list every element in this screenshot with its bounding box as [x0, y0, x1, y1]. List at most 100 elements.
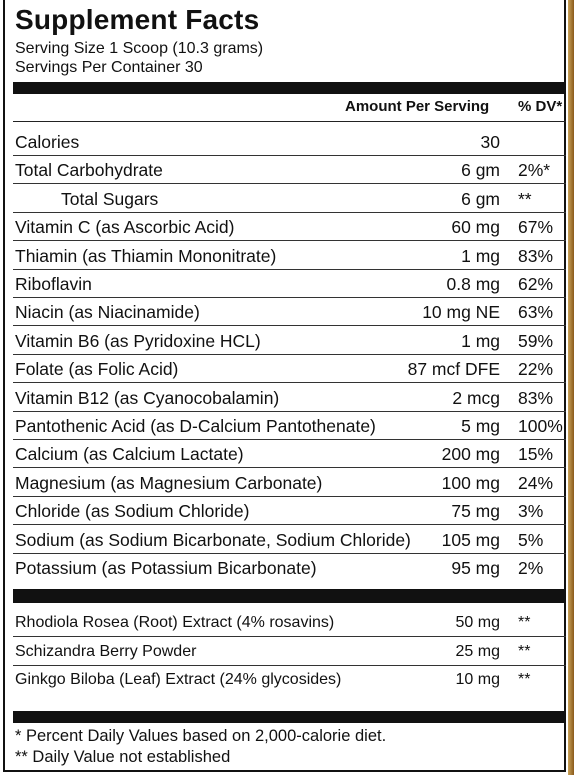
table-row: Chloride (as Sodium Chloride) 75 mg 3% [13, 497, 566, 526]
nutrient-amount: 10 mg NE [422, 302, 500, 323]
servings-per-container: Servings Per Container 30 [15, 59, 203, 76]
table-row: Sodium (as Sodium Bicarbonate, Sodium Ch… [13, 526, 566, 554]
nutrient-name: Sodium (as Sodium Bicarbonate, Sodium Ch… [15, 529, 411, 550]
table-row: Riboflavin 0.8 mg 62% [13, 270, 566, 298]
nutrient-dv: 59% [518, 330, 554, 351]
row-divider [13, 467, 566, 469]
row-divider [13, 636, 566, 637]
table-row: Calcium (as Calcium Lactate) 200 mg 15% [13, 440, 566, 469]
nutrient-amount: 1 mg [461, 245, 500, 266]
nutrient-amount: 6 gm [461, 160, 500, 181]
nutrient-name: Niacin (as Niacinamide) [15, 302, 200, 323]
nutrient-name: Thiamin (as Thiamin Mononitrate) [15, 245, 277, 266]
not-established-footnote: ** Daily Value not established [15, 748, 231, 766]
row-divider [13, 183, 566, 185]
nutrient-dv: 83% [518, 245, 554, 266]
nutrient-name: Potassium (as Potassium Bicarbonate) [15, 558, 317, 578]
supplement-facts-panel: Supplement Facts Serving Size 1 Scoop (1… [3, 0, 566, 772]
table-row: Folate (as Folic Acid) 87 mcf DFE 22% [13, 355, 566, 384]
nutrient-name: Rhodiola Rosea (Root) Extract (4% rosavi… [15, 614, 335, 631]
top-divider-bar [13, 82, 566, 94]
row-divider [13, 552, 566, 554]
nutrient-amount: 100 mg [441, 472, 500, 493]
serving-size: Serving Size 1 Scoop (10.3 grams) [15, 40, 264, 57]
nutrient-amount: 0.8 mg [446, 274, 501, 294]
nutrient-dv: 63% [518, 302, 554, 323]
table-row: Total Sugars 6 gm ** [13, 185, 566, 213]
table-row: Thiamin (as Thiamin Mononitrate) 1 mg 83% [13, 242, 566, 270]
row-divider [13, 353, 566, 355]
dv-header: % DV* [518, 98, 563, 115]
table-row: Magnesium (as Magnesium Carbonate) 100 mg… [13, 469, 566, 497]
nutrient-dv: 5% [518, 529, 544, 550]
table-row: Total Carbohydrate 6 gm 2%* [13, 156, 566, 185]
nutrient-name: Total Sugars [61, 188, 159, 209]
table-row: Schizandra Berry Powder 25 mg ** [13, 638, 566, 666]
nutrient-dv: ** [518, 642, 531, 660]
row-divider [13, 211, 566, 213]
nutrient-name: Magnesium (as Magnesium Carbonate) [15, 472, 323, 493]
bottom-divider-bar [13, 711, 566, 723]
nutrient-dv: 2%* [518, 160, 551, 181]
nutrient-name: Total Carbohydrate [15, 160, 163, 181]
nutrient-name: Folate (as Folic Acid) [15, 359, 179, 380]
nutrient-dv: 67% [518, 217, 554, 238]
package-edge [568, 0, 574, 775]
nutrient-amount: 6 gm [461, 188, 500, 209]
row-divider [13, 524, 566, 526]
nutrient-dv: 62% [518, 274, 554, 294]
nutrient-amount: 10 mg [455, 671, 500, 688]
row-divider [13, 268, 566, 270]
nutrient-dv: ** [518, 671, 531, 688]
nutrient-amount: 105 mg [441, 529, 500, 550]
nutrient-dv: ** [518, 614, 531, 631]
table-row: Vitamin B6 (as Pyridoxine HCL) 1 mg 59% [13, 327, 566, 355]
table-row: Calories 30 [13, 128, 566, 156]
nutrient-amount: 5 mg [461, 416, 500, 436]
nutrient-amount: 1 mg [461, 330, 500, 351]
amount-header: Amount Per Serving [345, 98, 490, 115]
table-row: Ginkgo Biloba (Leaf) Extract (24% glycos… [13, 666, 566, 694]
table-row: Vitamin C (as Ascorbic Acid) 60 mg 67% [13, 213, 566, 242]
row-divider [13, 439, 566, 440]
row-divider [13, 297, 566, 298]
nutrient-name: Calcium (as Calcium Lactate) [15, 444, 244, 465]
nutrient-name: Ginkgo Biloba (Leaf) Extract (24% glycos… [15, 671, 342, 688]
nutrient-dv: ** [518, 188, 532, 209]
table-row: Rhodiola Rosea (Root) Extract (4% rosavi… [13, 609, 566, 637]
nutrient-name: Riboflavin [15, 274, 92, 294]
panel-title: Supplement Facts [15, 4, 260, 35]
nutrient-dv: 15% [518, 444, 554, 465]
row-divider [13, 664, 566, 666]
header-rule [13, 121, 566, 122]
nutrient-dv: 83% [518, 387, 554, 408]
nutrient-amount: 50 mg [455, 614, 500, 631]
nutrient-amount: 200 mg [441, 444, 500, 465]
nutrient-name: Pantothenic Acid (as D-Calcium Pantothen… [15, 416, 376, 436]
nutrient-dv: 100% [518, 416, 563, 436]
nutrient-name: Vitamin B12 (as Cyanocobalamin) [15, 387, 280, 408]
nutrient-dv: 22% [518, 359, 554, 380]
middle-divider-bar [13, 589, 566, 603]
row-divider [13, 410, 566, 412]
dv-footnote: * Percent Daily Values based on 2,000-ca… [15, 727, 387, 745]
nutrient-dv: 2% [518, 558, 544, 578]
nutrient-amount: 95 mg [451, 558, 500, 578]
nutrient-amount: 75 mg [451, 501, 500, 522]
row-divider [13, 240, 566, 242]
nutrient-dv: 24% [518, 472, 554, 493]
nutrient-amount: 25 mg [455, 642, 500, 660]
nutrient-name: Vitamin C (as Ascorbic Acid) [15, 217, 235, 238]
row-divider [13, 495, 566, 497]
table-row: Vitamin B12 (as Cyanocobalamin) 2 mcg 83% [13, 384, 566, 412]
row-divider [13, 325, 566, 327]
nutrient-dv: 3% [518, 501, 544, 522]
nutrient-name: Calories [15, 132, 80, 152]
nutrient-amount: 2 mcg [452, 387, 500, 408]
table-row: Niacin (as Niacinamide) 10 mg NE 63% [13, 298, 566, 327]
table-row: Pantothenic Acid (as D-Calcium Pantothen… [13, 412, 566, 440]
row-divider [13, 382, 566, 384]
row-divider [13, 155, 566, 156]
nutrient-name: Chloride (as Sodium Chloride) [15, 501, 250, 522]
nutrient-amount: 60 mg [451, 217, 500, 238]
